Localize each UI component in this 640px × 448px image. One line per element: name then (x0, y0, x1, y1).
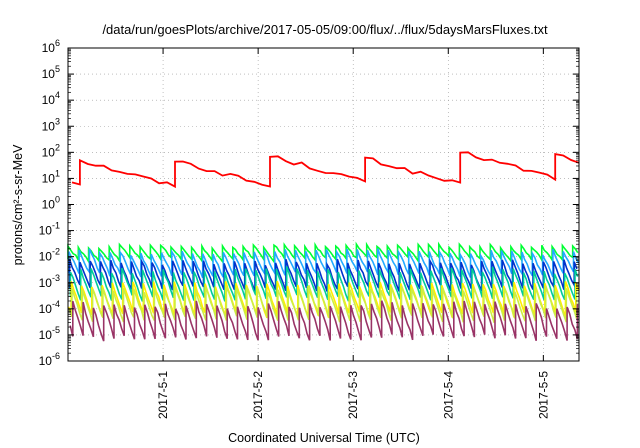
series-line-7 (69, 300, 579, 342)
y-tick-label: 103 (42, 116, 60, 133)
y-tick-label: 101 (42, 168, 60, 185)
x-tick-label: 2017-5-4 (441, 371, 455, 419)
x-tick-label: 2017-5-3 (346, 371, 360, 419)
y-tick-label: 10-6 (39, 351, 60, 368)
x-axis-label: Coordinated Universal Time (UTC) (228, 431, 420, 445)
x-tick-label: 2017-5-5 (536, 371, 550, 419)
y-axis-label: protons/cm²-s-sr-MeV (11, 144, 25, 266)
y-tick-label: 105 (42, 64, 60, 81)
x-tick-label: 2017-5-1 (156, 371, 170, 419)
y-tick-label: 106 (42, 38, 60, 55)
y-tick-label: 10-3 (39, 273, 60, 290)
y-tick-label: 10-4 (39, 299, 60, 316)
series-group (67, 151, 580, 342)
y-axis: 10-6 10-5 10-4 10-3 10-2 10-1 100 101 102 103 104 1… (39, 38, 579, 368)
y-tick-label: 10-2 (39, 247, 60, 264)
x-tick-label: 2017-5-2 (251, 371, 265, 419)
series-line-2 (68, 248, 580, 280)
y-tick-label: 100 (42, 195, 60, 212)
y-tick-label: 10-1 (39, 221, 60, 238)
series-line-1 (67, 241, 579, 265)
series-line-0 (71, 151, 580, 189)
chart-title: /data/run/goesPlots/archive/2017-05-05/0… (102, 22, 548, 37)
y-tick-label: 10-5 (39, 325, 60, 342)
series-line-4 (69, 266, 579, 302)
y-tick-label: 104 (42, 90, 60, 107)
x-axis: 2017-5-1 2017-5-2 2017-5-3 2017-5-4 2017-5-5 (156, 48, 550, 419)
series-line-3 (68, 258, 578, 292)
y-tick-label: 102 (42, 142, 60, 159)
